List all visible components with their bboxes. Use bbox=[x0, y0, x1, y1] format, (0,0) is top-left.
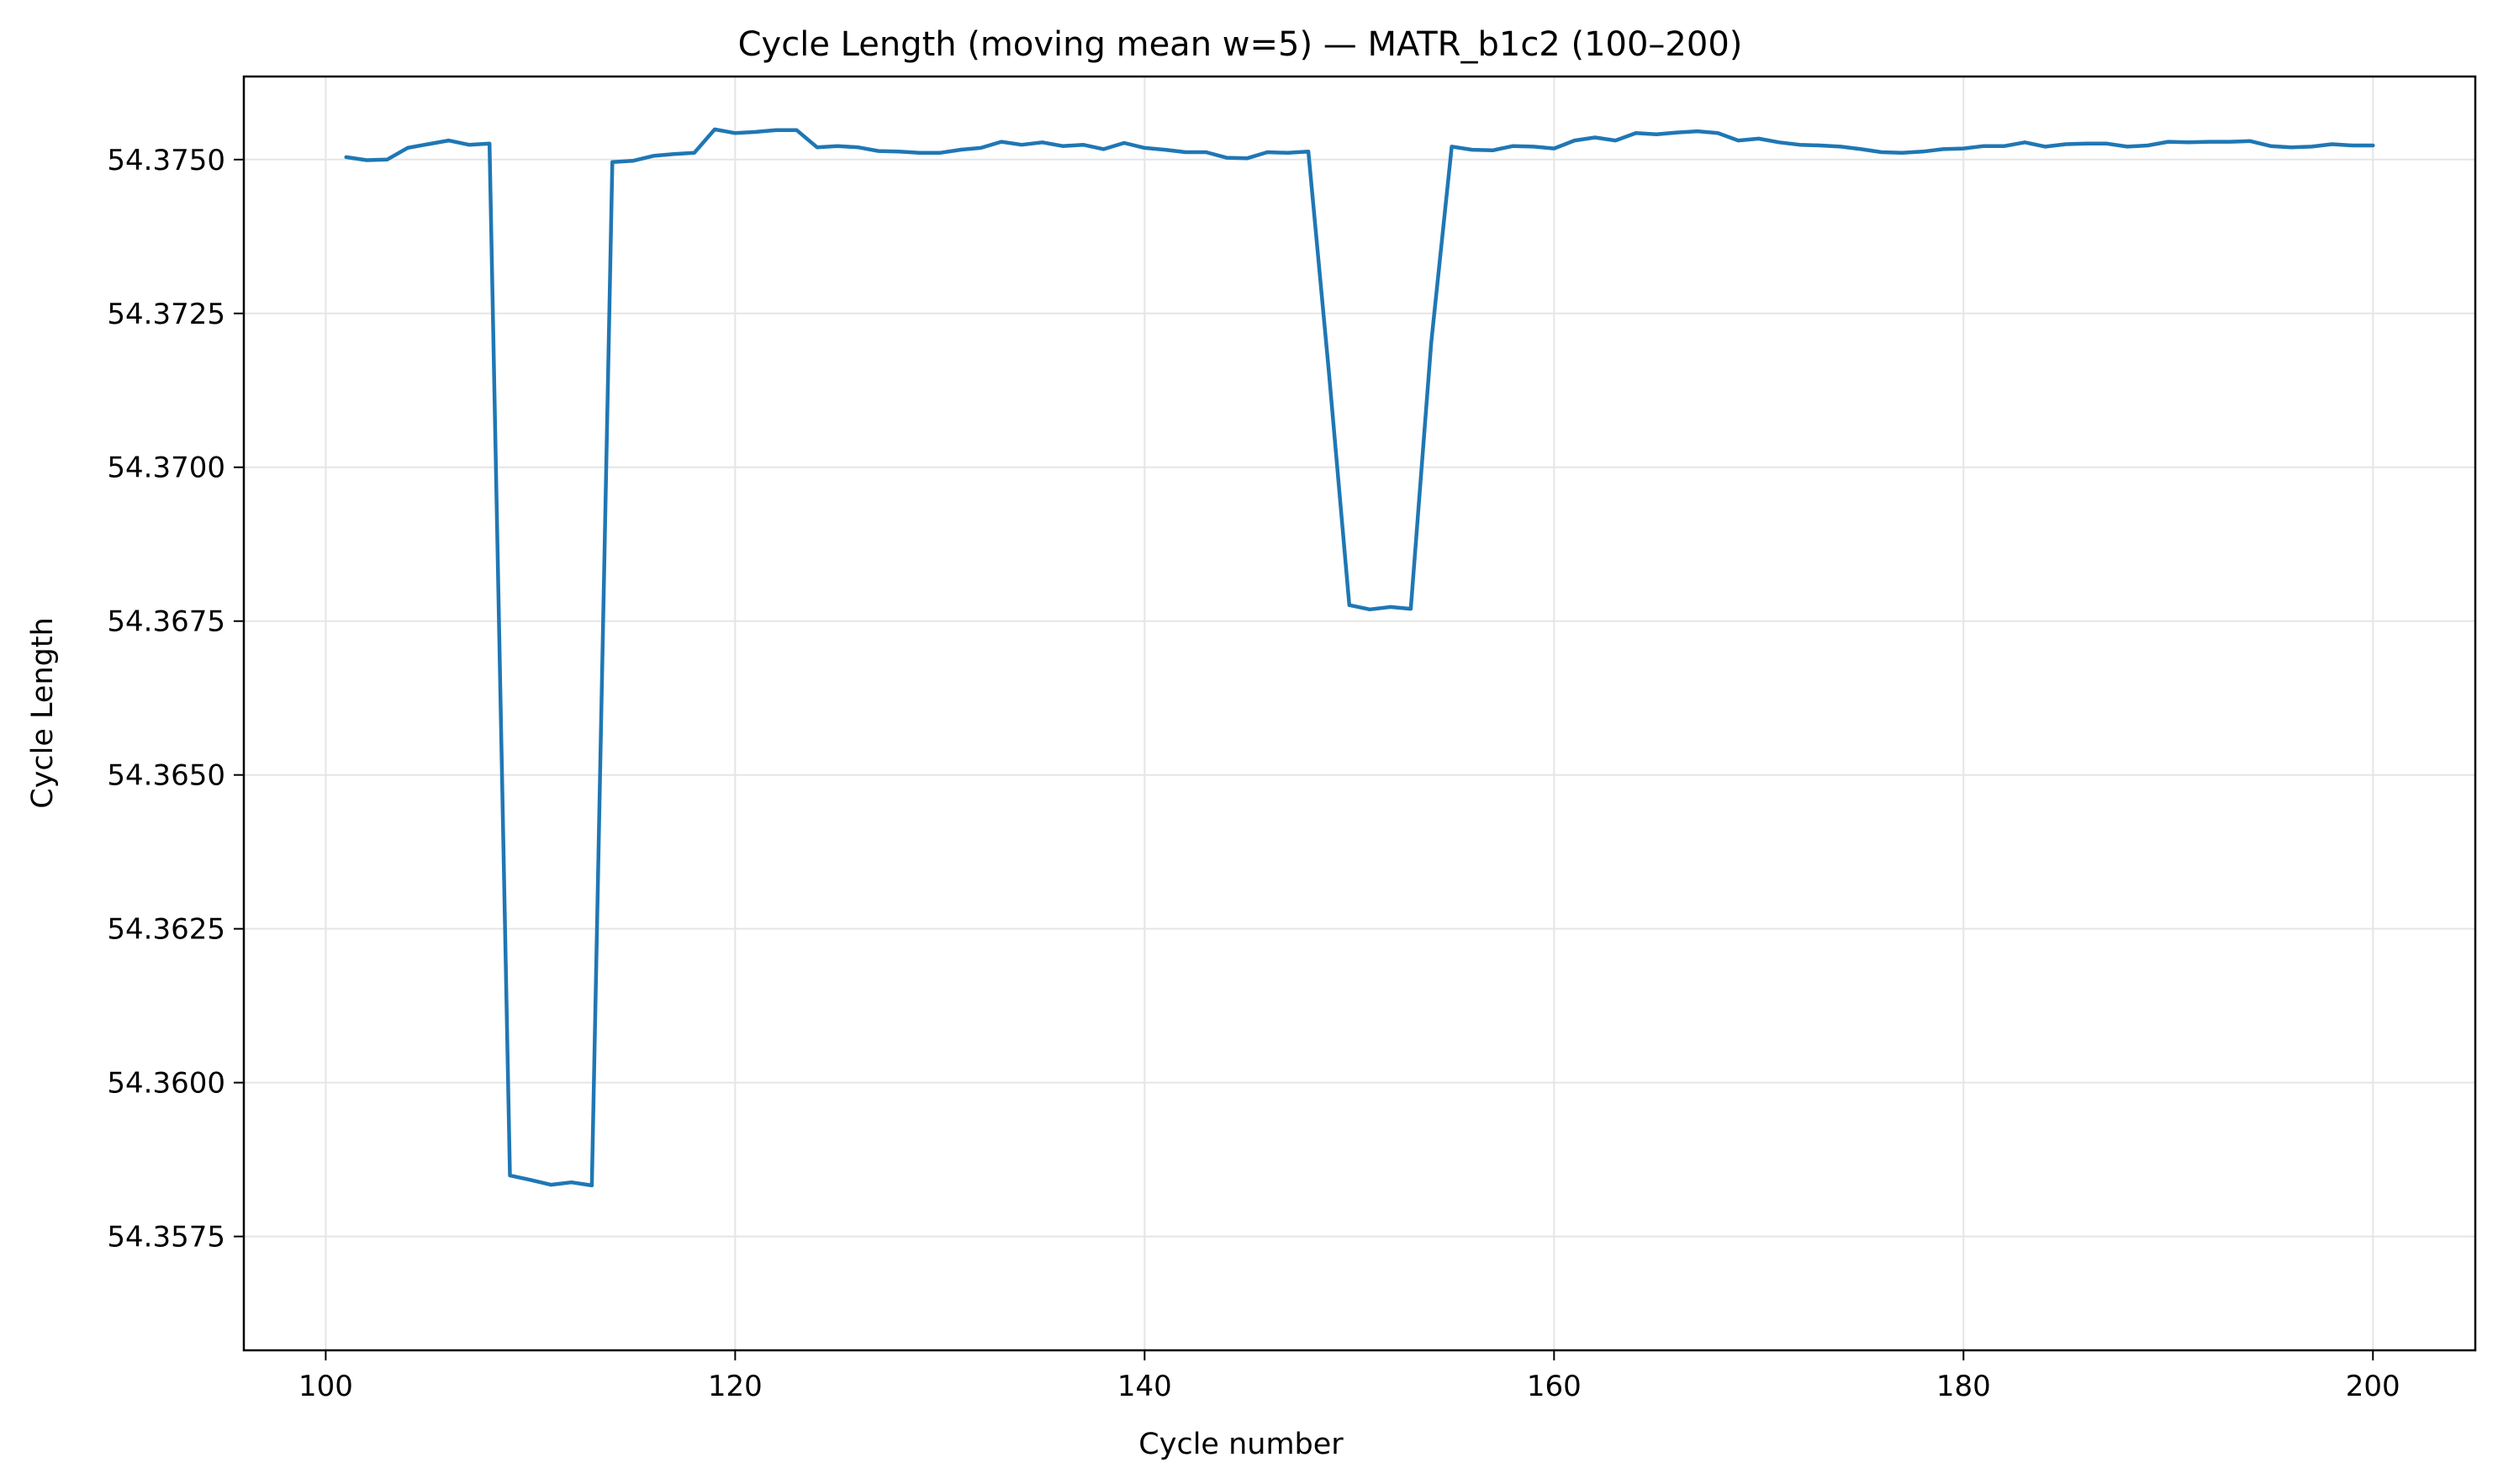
y-tick-label: 54.3575 bbox=[107, 1221, 225, 1254]
y-tick-label: 54.3725 bbox=[107, 298, 225, 331]
y-tick-label: 54.3625 bbox=[107, 913, 225, 947]
y-tick-label: 54.3650 bbox=[107, 759, 225, 793]
x-tick-label: 120 bbox=[708, 1370, 763, 1403]
y-tick-label: 54.3600 bbox=[107, 1067, 225, 1101]
y-tick-label: 54.3750 bbox=[107, 144, 225, 177]
x-tick-label: 160 bbox=[1527, 1370, 1582, 1403]
plot-frame bbox=[242, 75, 2477, 1352]
y-axis-ticks: 54.3575 54.3600 54.3625 54.3650 54.3675 54.37… bbox=[107, 144, 244, 1254]
chart-title: Cycle Length (moving mean w=5) — MATR_b1… bbox=[738, 25, 1743, 64]
x-axis-ticks: 100 120 140 160 180 200 bbox=[298, 1350, 2400, 1403]
series-line bbox=[344, 127, 2375, 1188]
y-tick-label: 54.3675 bbox=[107, 605, 225, 639]
grid bbox=[244, 77, 2475, 1350]
x-tick-label: 140 bbox=[1117, 1370, 1172, 1403]
y-axis-label: Cycle Length bbox=[26, 617, 60, 809]
series-layer bbox=[344, 127, 2375, 1188]
y-tick-label: 54.3700 bbox=[107, 452, 225, 485]
x-tick-label: 200 bbox=[2346, 1370, 2400, 1403]
x-tick-label: 180 bbox=[1936, 1370, 1991, 1403]
x-tick-label: 100 bbox=[298, 1370, 353, 1403]
x-axis-label: Cycle number bbox=[1138, 1428, 1344, 1461]
